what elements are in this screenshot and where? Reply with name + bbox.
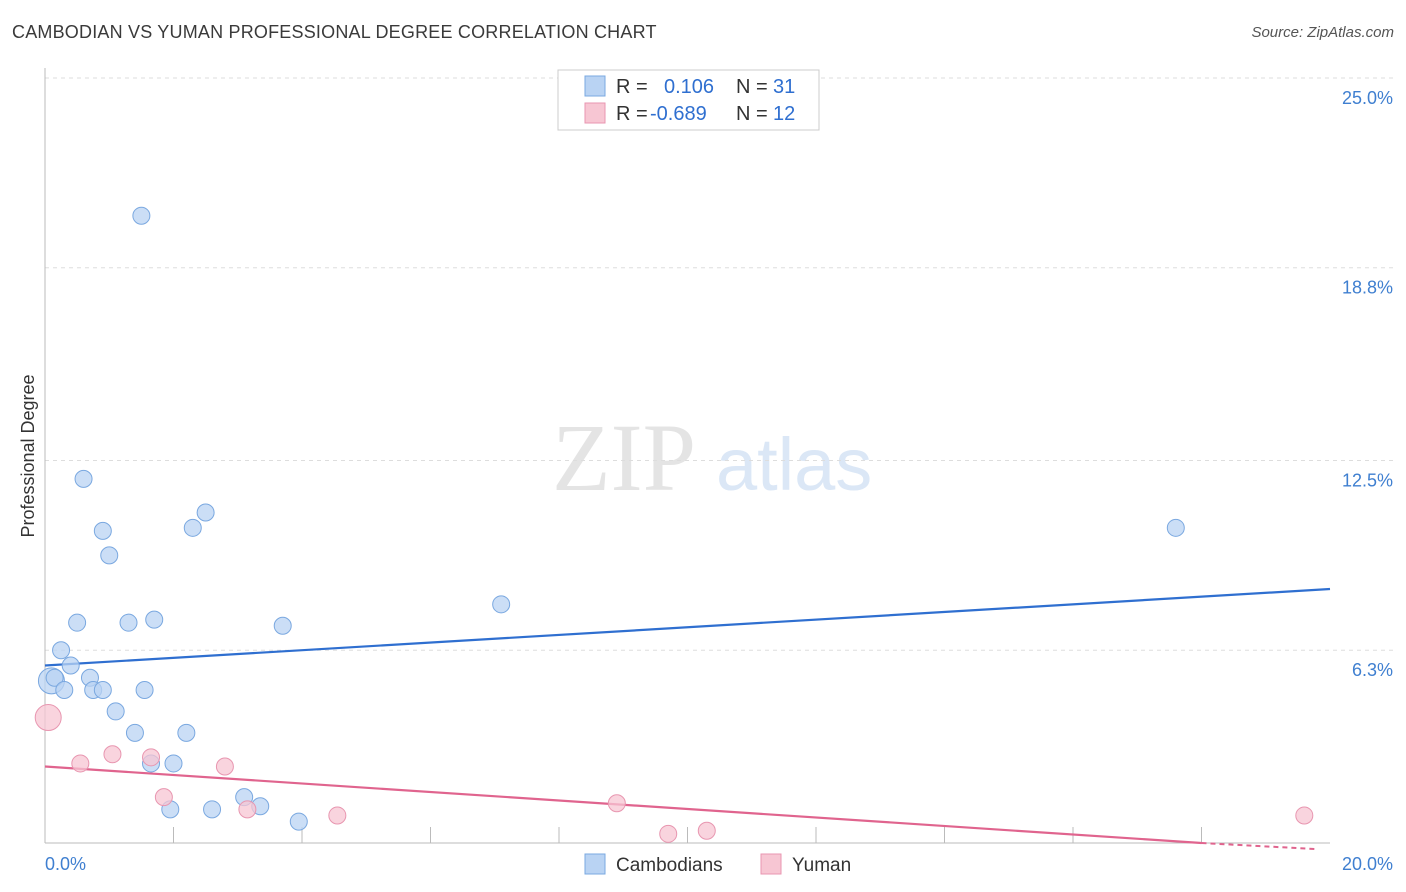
- data-point-yuman: [103, 745, 122, 764]
- data-point-yuman: [154, 788, 173, 807]
- data-point-cambodians: [125, 723, 144, 742]
- legend-swatch-yuman: [584, 102, 606, 124]
- data-point-yuman: [1295, 806, 1314, 825]
- data-point-yuman: [238, 800, 257, 819]
- data-point-cambodians: [119, 613, 138, 632]
- legend-n-label: N =: [736, 103, 768, 125]
- data-point-cambodians: [74, 469, 93, 488]
- data-point-cambodians: [93, 521, 112, 540]
- watermark-zip: ZIP: [552, 404, 696, 511]
- data-point-cambodians: [135, 681, 154, 699]
- y-tick-label: 12.5%: [1342, 471, 1393, 491]
- legend: R = 0.106 N = 31 R = -0.689 N = 12: [557, 69, 820, 131]
- data-point-cambodians: [196, 503, 215, 522]
- data-point-cambodians: [203, 800, 222, 819]
- points-layer: [34, 206, 1314, 843]
- watermark: ZIP atlas: [552, 404, 872, 511]
- data-point-yuman: [142, 748, 161, 767]
- source-label: Source: ZipAtlas.com: [1251, 24, 1394, 41]
- data-point-yuman: [71, 754, 90, 773]
- data-point-cambodians: [132, 206, 151, 225]
- y-tick-label: 18.8%: [1342, 278, 1393, 298]
- y-tick-label: 6.3%: [1352, 660, 1393, 680]
- bottom-legend-label-cambodians: Cambodians: [616, 855, 723, 876]
- data-point-cambodians: [492, 595, 511, 614]
- data-point-cambodians: [68, 613, 87, 632]
- trend-line-extension: [1201, 842, 1318, 851]
- chart-title: CAMBODIAN VS YUMAN PROFESSIONAL DEGREE C…: [12, 22, 657, 42]
- y-axis-title: Professional Degree: [18, 374, 38, 537]
- legend-r-value: -0.689: [650, 103, 707, 125]
- data-point-cambodians: [61, 656, 80, 675]
- data-point-cambodians: [289, 812, 308, 831]
- data-point-yuman: [328, 806, 347, 825]
- bottom-legend-swatch-yuman: [760, 853, 782, 875]
- data-point-cambodians: [1166, 518, 1185, 537]
- data-point-cambodians: [273, 616, 292, 635]
- legend-n-value: 12: [773, 103, 795, 125]
- data-point-cambodians: [45, 668, 64, 687]
- data-point-cambodians: [145, 610, 164, 629]
- x-tick-label: 20.0%: [1342, 854, 1393, 874]
- data-point-yuman: [215, 757, 234, 776]
- y-tick-label: 25.0%: [1342, 88, 1393, 108]
- legend-r-label: R =: [616, 76, 648, 98]
- legend-n-value: 31: [773, 76, 795, 98]
- data-point-yuman: [34, 704, 62, 732]
- trend-layer: [44, 587, 1331, 851]
- data-point-cambodians: [106, 702, 125, 721]
- x-tick-label: 0.0%: [45, 854, 86, 874]
- data-point-cambodians: [55, 681, 74, 699]
- data-point-cambodians: [164, 754, 183, 773]
- bottom-legend: Cambodians Yuman: [584, 853, 851, 876]
- grid-layer: [45, 77, 1395, 651]
- data-point-yuman: [607, 794, 626, 813]
- legend-r-label: R =: [616, 103, 648, 125]
- bottom-legend-swatch-cambodians: [584, 853, 606, 875]
- label-layer: 6.3% 12.5% 18.8% 25.0% 0.0% 20.0% Professional…: [18, 88, 1393, 874]
- data-point-cambodians: [100, 546, 119, 565]
- trend-line-cambodians: [44, 587, 1331, 667]
- data-point-yuman: [659, 824, 678, 843]
- data-point-cambodians: [93, 681, 112, 699]
- watermark-atlas: atlas: [716, 423, 872, 506]
- legend-swatch-cambodians: [584, 75, 606, 97]
- legend-n-label: N =: [736, 76, 768, 98]
- bottom-legend-label-yuman: Yuman: [792, 855, 851, 876]
- legend-r-value: 0.106: [664, 76, 714, 98]
- data-point-cambodians: [52, 641, 71, 660]
- data-point-yuman: [697, 821, 716, 840]
- data-point-cambodians: [183, 518, 202, 537]
- data-point-cambodians: [177, 723, 196, 742]
